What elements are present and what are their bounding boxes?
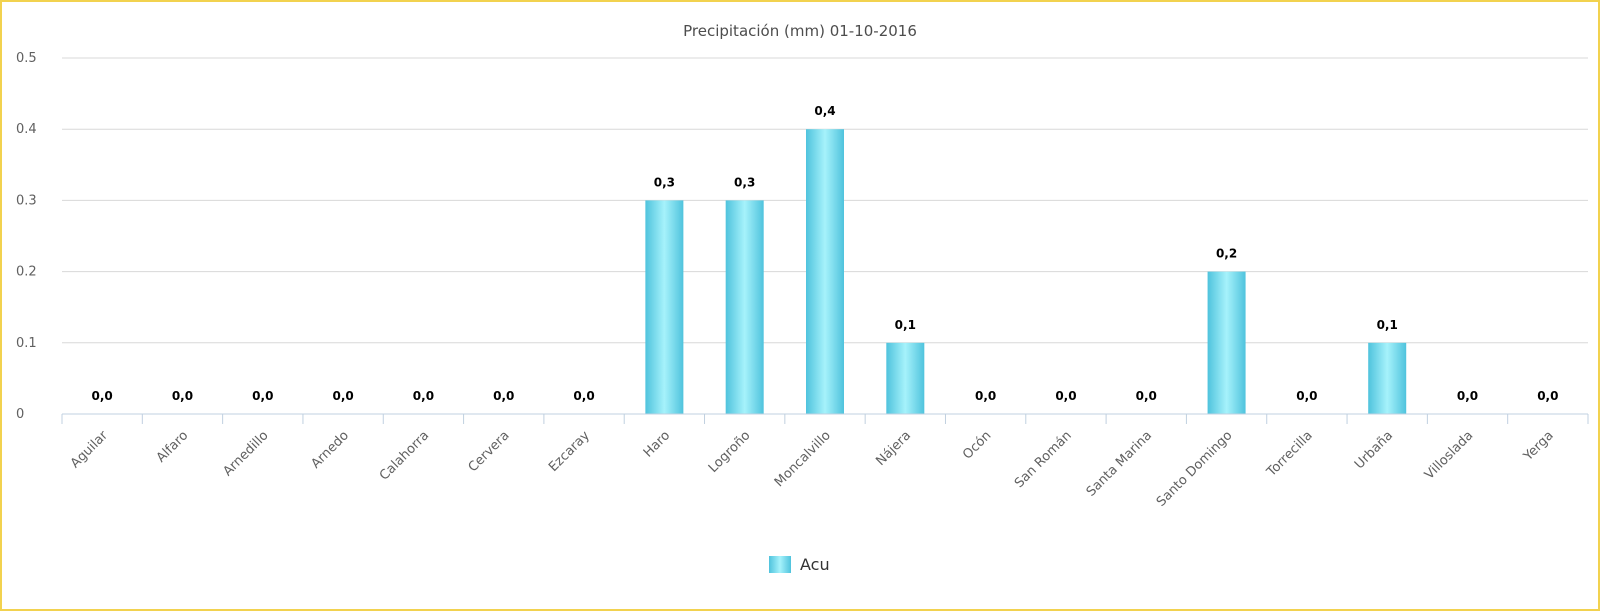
x-tick-label: Haro: [641, 428, 673, 460]
data-label: 0,0: [332, 389, 353, 403]
bar[interactable]: [725, 200, 764, 414]
legend[interactable]: Acu: [769, 555, 830, 574]
chart-title: Precipitación (mm) 01-10-2016: [683, 22, 917, 40]
data-label: 0,0: [573, 389, 594, 403]
x-tick-label: Aguilar: [68, 428, 112, 472]
data-label: 0,4: [814, 104, 835, 118]
x-axis-ticks: Aguilar Alfaro Arnedillo Arnedo Calahorra Cer…: [68, 428, 1557, 510]
x-tick-label: Villoslada: [1422, 428, 1476, 482]
bar[interactable]: [886, 342, 925, 414]
y-tick-label: 0.3: [16, 193, 37, 208]
x-tick-label: Santa Marina: [1084, 428, 1155, 499]
legend-label-acu[interactable]: Acu: [800, 555, 830, 574]
data-label: 0,1: [895, 318, 916, 332]
x-tick-label: Cervera: [466, 428, 513, 475]
bar[interactable]: [645, 200, 684, 414]
x-tick-label: Ocón: [960, 428, 994, 462]
data-label: 0,0: [252, 389, 273, 403]
data-label: 0,0: [1537, 389, 1558, 403]
y-tick-label: 0.2: [16, 265, 37, 280]
y-tick-label: 0: [16, 407, 24, 422]
data-label: 0,2: [1216, 247, 1237, 261]
data-label: 0,0: [493, 389, 514, 403]
bars: [645, 129, 1407, 414]
y-tick-label: 0.4: [16, 122, 37, 137]
data-label: 0,0: [1136, 389, 1157, 403]
x-tick-label: Alfaro: [154, 428, 192, 466]
x-tick-label: Arnedo: [308, 428, 351, 471]
x-tick-label: Urbaña: [1352, 428, 1396, 472]
data-label: 0,3: [734, 175, 755, 189]
bar[interactable]: [806, 129, 844, 414]
x-tick-label: Santo Domingo: [1154, 428, 1236, 510]
x-tick-label: Torrecilla: [1264, 428, 1316, 480]
y-axis-ticks: 0 0.1 0.2 0.3 0.4 0.5: [16, 51, 37, 422]
data-label: 0,0: [172, 389, 193, 403]
x-tick-label: Logroño: [706, 428, 754, 476]
legend-swatch-acu[interactable]: [769, 556, 791, 573]
data-label: 0,0: [975, 389, 996, 403]
x-tick-label: Yerga: [1520, 428, 1556, 464]
x-tick-label: Arnedillo: [220, 428, 271, 479]
data-labels: 0,0 0,0 0,0 0,0 0,0 0,0 0,0 0,3 0,3 0,4 0,1 0,0 0,0 0…: [92, 104, 1559, 403]
data-label: 0,0: [413, 389, 434, 403]
data-label: 0,3: [654, 175, 675, 189]
y-tick-label: 0.1: [16, 336, 37, 351]
x-tick-label: Ezcaray: [546, 428, 593, 475]
x-axis: [61, 413, 1589, 424]
data-label: 0,0: [92, 389, 113, 403]
bar[interactable]: [1368, 342, 1407, 414]
data-label: 0,0: [1457, 389, 1478, 403]
data-label: 0,1: [1377, 318, 1398, 332]
bar[interactable]: [1207, 271, 1246, 414]
data-label: 0,0: [1055, 389, 1076, 403]
x-tick-label: Calahorra: [377, 428, 432, 483]
data-label: 0,0: [1296, 389, 1317, 403]
x-tick-label: Nájera: [873, 428, 914, 469]
y-tick-label: 0.5: [16, 51, 37, 66]
x-tick-label: Moncalvillo: [772, 428, 834, 490]
x-tick-label: San Román: [1012, 428, 1075, 491]
